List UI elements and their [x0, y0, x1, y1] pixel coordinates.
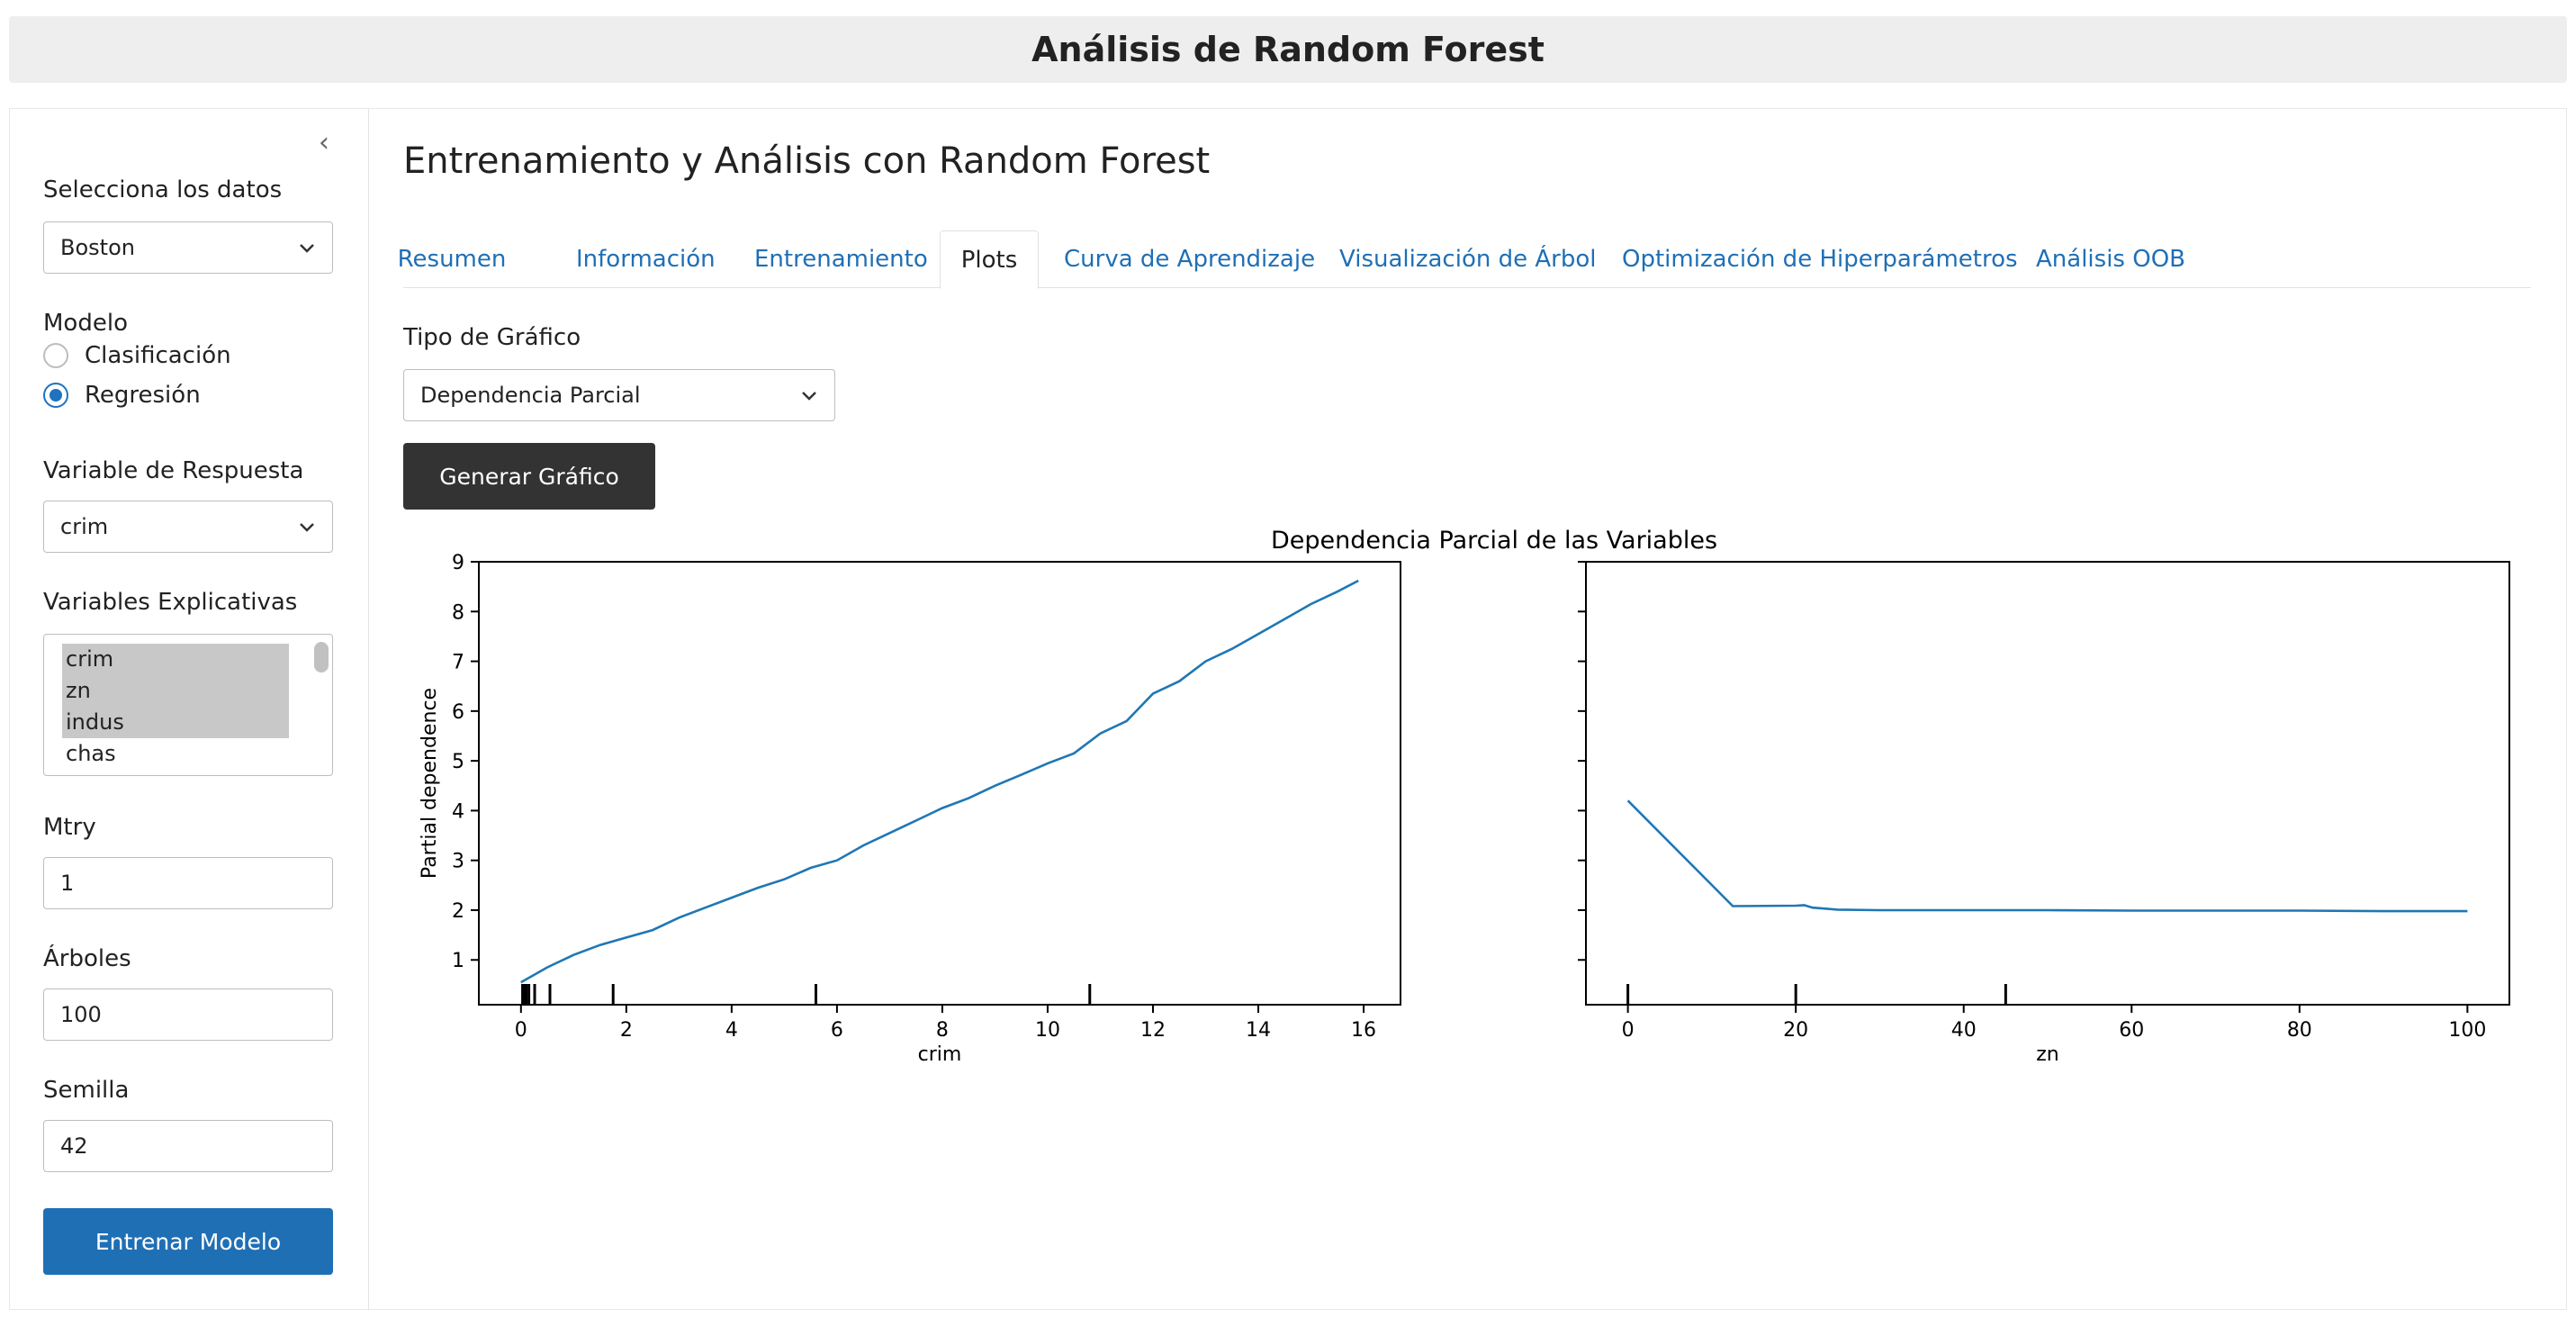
x-axis-label-1: crim: [918, 1043, 962, 1066]
x-tick-label: 20: [1783, 1019, 1808, 1042]
y-tick-label: 9: [452, 552, 464, 574]
model-label: Modelo: [43, 310, 128, 337]
seed-label: Semilla: [43, 1077, 130, 1104]
trees-label: Árboles: [43, 945, 131, 972]
tab-informacion[interactable]: Información: [576, 246, 716, 273]
tab-plots[interactable]: Plots: [940, 230, 1039, 289]
train-model-button[interactable]: Entrenar Modelo: [43, 1208, 333, 1275]
y-tick-label: 2: [452, 900, 464, 923]
y-tick-label: 3: [452, 851, 464, 873]
plot-type-value: Dependencia Parcial: [420, 383, 641, 408]
app-title: Análisis de Random Forest: [1031, 30, 1545, 69]
radio-regresion[interactable]: Regresión: [43, 382, 201, 409]
y-tick-label: 1: [452, 950, 464, 972]
mtry-input[interactable]: 1: [43, 857, 333, 909]
seed-value: 42: [60, 1133, 88, 1159]
explanatory-label: Variables Explicativas: [43, 589, 298, 616]
content-frame: [9, 108, 2567, 1310]
response-select[interactable]: crim: [43, 501, 333, 553]
y-tick-label: 6: [452, 701, 464, 724]
list-item[interactable]: chas: [66, 741, 116, 766]
chevron-down-icon: [300, 523, 314, 532]
tab-optimizacion-de-hiperparametros[interactable]: Optimización de Hiperparámetros: [1622, 246, 2018, 273]
x-tick-label: 60: [2119, 1019, 2144, 1042]
list-item[interactable]: indus: [62, 707, 289, 738]
trees-value: 100: [60, 1002, 102, 1027]
radio-label: Clasificación: [85, 342, 231, 369]
list-item[interactable]: crim: [62, 644, 289, 675]
x-tick-label: 6: [831, 1019, 843, 1042]
listbox-scrollbar[interactable]: [314, 638, 329, 772]
x-tick-label: 40: [1951, 1019, 1977, 1042]
tab-curva-de-aprendizaje[interactable]: Curva de Aprendizaje: [1064, 246, 1316, 273]
data-select[interactable]: Boston: [43, 221, 333, 274]
y-tick-label: 4: [452, 800, 464, 823]
y-tick-label: 7: [452, 652, 464, 674]
x-tick-label: 0: [1622, 1019, 1635, 1042]
plot-type-label: Tipo de Gráfico: [403, 324, 581, 351]
tab-analisis-oob[interactable]: Análisis OOB: [2036, 246, 2185, 273]
plot-frame-2: [1585, 561, 2510, 1006]
x-tick-label: 8: [936, 1019, 949, 1042]
x-axis-label-2: zn: [2036, 1043, 2059, 1066]
x-tick-label: 80: [2287, 1019, 2312, 1042]
radio-clasificacion[interactable]: Clasificación: [43, 342, 231, 369]
x-tick-label: 100: [2448, 1019, 2486, 1042]
pd-line-zn: [1626, 799, 2468, 913]
x-tick-label: 2: [620, 1019, 633, 1042]
x-tick-label: 0: [515, 1019, 527, 1042]
scrollbar-thumb[interactable]: [314, 642, 329, 673]
tab-entrenamiento[interactable]: Entrenamiento: [754, 246, 928, 273]
chevron-down-icon: [300, 244, 314, 253]
chevron-down-icon: [802, 392, 816, 401]
y-tick-label: 5: [452, 751, 464, 773]
trees-input[interactable]: 100: [43, 988, 333, 1041]
x-tick-label: 10: [1035, 1019, 1060, 1042]
page-title: Entrenamiento y Análisis con Random Fore…: [403, 140, 1211, 182]
tab-bar: Resumen Información Entrenamiento Plots …: [397, 230, 2531, 289]
y-axis-label: Partial dependence: [419, 688, 441, 879]
tab-resumen[interactable]: Resumen: [397, 246, 507, 273]
x-tick-label: 16: [1351, 1019, 1376, 1042]
x-tick-label: 4: [725, 1019, 738, 1042]
collapse-sidebar-icon[interactable]: ‹: [319, 127, 329, 158]
generate-plot-button[interactable]: Generar Gráfico: [403, 443, 655, 510]
plot-type-select[interactable]: Dependencia Parcial: [403, 369, 835, 421]
explanatory-listbox[interactable]: crim zn indus chas: [43, 634, 333, 776]
mtry-value: 1: [60, 871, 75, 896]
chart-title: Dependencia Parcial de las Variables: [1271, 527, 1717, 555]
radio-label: Regresión: [85, 382, 201, 409]
x-tick-label: 14: [1246, 1019, 1271, 1042]
x-tick-label: 12: [1140, 1019, 1166, 1042]
response-select-value: crim: [60, 514, 109, 539]
response-label: Variable de Respuesta: [43, 457, 304, 484]
partial-dependence-chart: Dependencia Parcial de las Variables Part…: [419, 527, 2510, 1066]
app-header: Análisis de Random Forest: [9, 16, 2567, 83]
pd-line-crim: [520, 579, 1359, 984]
plot-frame-1: [478, 561, 1401, 1006]
sidebar: [9, 108, 369, 1310]
mtry-label: Mtry: [43, 814, 96, 841]
list-item[interactable]: zn: [62, 675, 289, 707]
tab-visualizacion-de-arbol[interactable]: Visualización de Árbol: [1339, 246, 1597, 273]
seed-input[interactable]: 42: [43, 1120, 333, 1172]
data-label: Selecciona los datos: [43, 176, 283, 203]
radio-button[interactable]: [43, 343, 68, 368]
data-select-value: Boston: [60, 235, 135, 260]
radio-button-selected[interactable]: [43, 383, 68, 408]
y-tick-label: 8: [452, 601, 464, 624]
